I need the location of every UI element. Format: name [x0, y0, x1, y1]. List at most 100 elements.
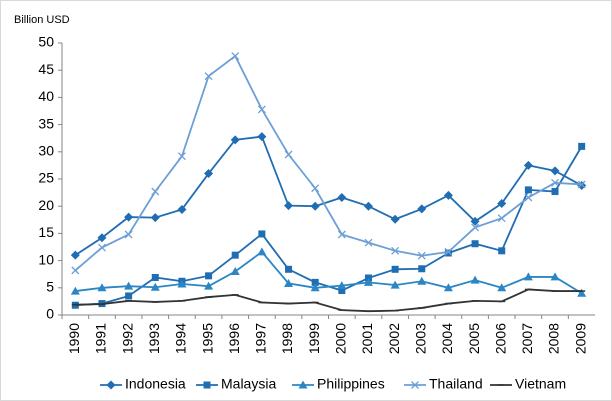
- point: [497, 198, 507, 208]
- x-tick-label: 2005: [466, 323, 482, 354]
- point: [524, 186, 532, 194]
- point: [443, 283, 453, 292]
- point: [151, 273, 159, 281]
- x-tick-label: 2006: [492, 323, 508, 354]
- point: [523, 272, 533, 281]
- point: [444, 249, 452, 257]
- y-tick-label: 20: [38, 197, 54, 213]
- x-tick-label: 2004: [439, 323, 455, 354]
- point: [284, 278, 294, 287]
- series-line: [74, 135, 583, 256]
- point: [204, 281, 214, 290]
- point: [177, 279, 187, 288]
- point: [231, 251, 239, 259]
- point: [390, 214, 400, 224]
- point: [150, 282, 160, 291]
- point: [97, 233, 107, 243]
- x-tick-label: 2007: [519, 323, 535, 354]
- legend-marker: [411, 381, 419, 389]
- point: [391, 265, 399, 273]
- point: [550, 166, 560, 176]
- point: [551, 178, 559, 187]
- point: [124, 281, 134, 290]
- y-tick-label: 5: [46, 279, 54, 295]
- x-tick-label: 1991: [93, 323, 109, 354]
- legend-label: Philippines: [317, 376, 385, 392]
- x-tick-label: 2000: [333, 323, 349, 354]
- x-tick-label: 1998: [279, 323, 295, 354]
- point: [390, 280, 400, 289]
- point: [470, 275, 480, 284]
- x-tick-label: 2001: [359, 323, 375, 354]
- point: [177, 152, 186, 161]
- point: [444, 247, 453, 256]
- point: [417, 204, 427, 214]
- x-tick-label: 2003: [412, 323, 428, 354]
- point: [150, 213, 160, 223]
- point: [524, 193, 533, 202]
- point: [578, 142, 586, 150]
- point: [577, 180, 586, 189]
- point: [284, 201, 294, 211]
- y-tick-label: 45: [38, 61, 54, 77]
- point: [338, 287, 346, 295]
- legend-item: Philippines: [292, 376, 385, 392]
- x-tick-label: 1994: [173, 323, 189, 354]
- point: [204, 72, 213, 81]
- legend-marker: [106, 380, 116, 390]
- point: [151, 187, 160, 196]
- point: [550, 272, 560, 281]
- point: [471, 223, 480, 232]
- point: [391, 246, 400, 255]
- point: [471, 240, 479, 248]
- y-axis-label: Billion USD: [14, 14, 70, 26]
- y-tick-label: 10: [38, 251, 54, 267]
- y-tick-label: 25: [38, 170, 54, 186]
- point: [284, 150, 293, 159]
- point: [577, 181, 587, 191]
- y-tick-label: 35: [38, 115, 54, 131]
- point: [311, 278, 319, 286]
- x-tick-label: 1995: [199, 323, 215, 354]
- x-tick-label: 1993: [146, 323, 162, 354]
- point: [230, 266, 240, 275]
- legend-item: Indonesia: [100, 376, 186, 392]
- legend-label: Vietnam: [515, 376, 566, 392]
- point: [551, 188, 559, 196]
- point: [364, 238, 373, 247]
- point: [337, 192, 347, 202]
- legend-marker: [203, 381, 211, 389]
- point: [70, 250, 80, 260]
- point: [577, 288, 587, 297]
- point: [310, 201, 320, 211]
- legend-label: Thailand: [429, 376, 483, 392]
- point: [497, 214, 506, 223]
- point: [124, 212, 134, 222]
- series-line: [75, 250, 583, 295]
- legend-item: Vietnam: [490, 376, 566, 392]
- legend-marker: [298, 380, 308, 389]
- legend-item: Thailand: [404, 376, 483, 392]
- point: [230, 135, 240, 145]
- point: [124, 230, 133, 239]
- point: [285, 265, 293, 273]
- point: [97, 283, 107, 292]
- y-tick-label: 40: [38, 88, 54, 104]
- point: [257, 105, 266, 114]
- legend-label: Malaysia: [221, 376, 276, 392]
- point: [177, 204, 187, 214]
- point: [523, 160, 533, 170]
- y-tick-label: 15: [38, 224, 54, 240]
- point: [311, 184, 320, 193]
- y-tick-label: 50: [38, 34, 54, 50]
- point: [258, 230, 266, 238]
- point: [125, 292, 133, 300]
- point: [231, 52, 240, 61]
- point: [204, 169, 214, 179]
- series-line: [74, 54, 582, 272]
- point: [363, 277, 373, 286]
- point: [443, 190, 453, 200]
- point: [70, 286, 80, 295]
